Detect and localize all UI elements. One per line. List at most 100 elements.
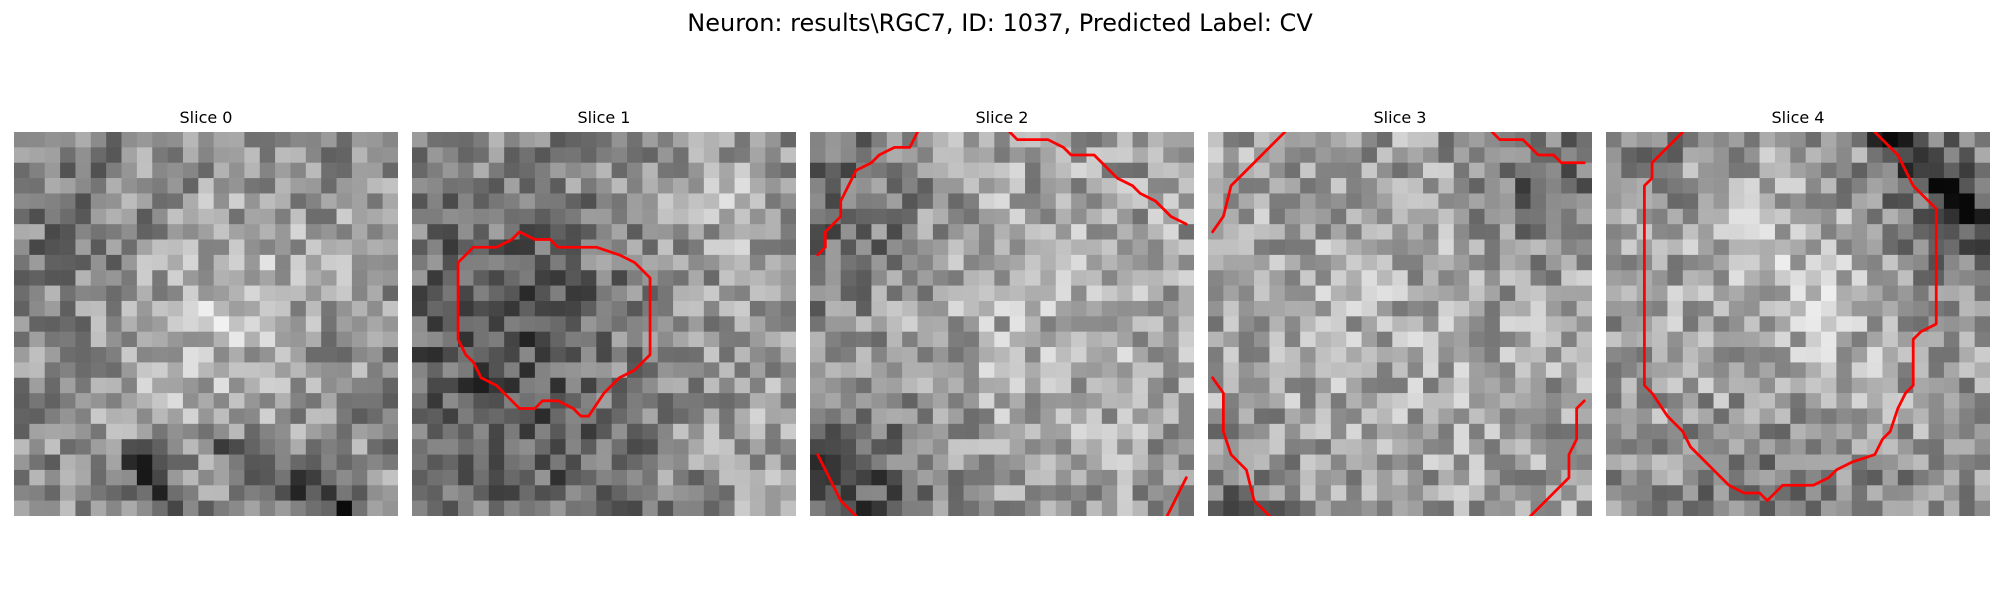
- pixel: [917, 193, 934, 210]
- pixel: [1254, 347, 1270, 363]
- pixel: [1055, 270, 1072, 286]
- pixel: [1805, 362, 1822, 379]
- pixel: [534, 347, 551, 363]
- pixel: [856, 239, 872, 256]
- pixel: [458, 393, 474, 409]
- pixel: [1178, 347, 1194, 363]
- pixel: [1821, 147, 1837, 164]
- pixel: [810, 300, 826, 317]
- pixel: [810, 178, 826, 194]
- pixel: [1484, 393, 1501, 409]
- pixel: [1913, 178, 1929, 194]
- pixel: [994, 300, 1010, 317]
- pixel: [427, 239, 444, 256]
- pixel: [1300, 347, 1316, 363]
- pixel: [1621, 423, 1638, 440]
- pixel: [1469, 132, 1485, 148]
- slice-image: [1606, 132, 1990, 516]
- pixel: [1009, 423, 1026, 440]
- pixel: [412, 362, 428, 379]
- pixel: [488, 423, 505, 440]
- pixel: [673, 285, 689, 302]
- pixel: [565, 362, 582, 379]
- pixel: [963, 270, 980, 286]
- pixel: [275, 270, 291, 286]
- pixel: [1499, 239, 1516, 256]
- pixel: [336, 239, 353, 256]
- pixel: [719, 485, 735, 501]
- pixel: [1469, 316, 1485, 332]
- pixel: [627, 439, 643, 455]
- pixel: [1392, 162, 1408, 179]
- pixel: [1469, 423, 1485, 440]
- pixel: [1254, 469, 1270, 486]
- pixel: [382, 254, 398, 271]
- pixel: [1101, 316, 1118, 332]
- pixel: [550, 439, 566, 455]
- pixel: [719, 300, 735, 317]
- pixel: [44, 408, 61, 425]
- pixel: [1606, 362, 1622, 379]
- pixel: [1790, 178, 1806, 194]
- pixel: [703, 347, 720, 363]
- pixel: [504, 270, 520, 286]
- pixel: [1300, 362, 1316, 379]
- pixel: [1117, 331, 1133, 348]
- pixel: [810, 439, 826, 455]
- pixel: [1469, 208, 1485, 225]
- pixel: [213, 485, 230, 501]
- pixel: [1851, 300, 1868, 317]
- pixel: [917, 454, 934, 471]
- pixel: [75, 347, 92, 363]
- pixel: [136, 316, 153, 332]
- pixel: [1469, 347, 1485, 363]
- pixel: [657, 362, 674, 379]
- pixel: [1040, 485, 1057, 501]
- pixel: [1897, 270, 1914, 286]
- pixel: [1897, 285, 1914, 302]
- pixel: [167, 408, 184, 425]
- pixel: [213, 147, 230, 164]
- pixel: [1530, 393, 1547, 409]
- pixel: [14, 178, 30, 194]
- pixel: [1836, 178, 1853, 194]
- pixel: [978, 178, 995, 194]
- pixel: [673, 270, 689, 286]
- pixel: [1698, 254, 1714, 271]
- pixel: [152, 485, 168, 501]
- pixel: [1438, 331, 1455, 348]
- pixel: [1178, 485, 1194, 501]
- pixel: [1943, 224, 1960, 240]
- pixel: [932, 469, 949, 486]
- pixel: [1576, 285, 1592, 302]
- pixel: [994, 147, 1010, 164]
- pixel: [1254, 331, 1270, 348]
- pixel: [1667, 285, 1684, 302]
- pixel: [596, 162, 612, 179]
- pixel: [810, 362, 826, 379]
- pixel: [1086, 178, 1103, 194]
- pixel: [336, 469, 353, 486]
- pixel: [657, 162, 674, 179]
- pixel: [825, 362, 842, 379]
- pixel: [734, 500, 751, 516]
- pixel: [1744, 300, 1760, 317]
- pixel: [917, 408, 934, 425]
- pixel: [382, 423, 398, 440]
- pixel: [1238, 254, 1255, 271]
- pixel: [504, 208, 520, 225]
- pixel: [1561, 377, 1577, 394]
- pixel: [321, 224, 337, 240]
- pixel: [290, 178, 307, 194]
- pixel: [978, 469, 995, 486]
- pixel: [1682, 316, 1699, 332]
- pixel: [1667, 439, 1684, 455]
- pixel: [1652, 331, 1668, 348]
- pixel: [1713, 454, 1730, 471]
- pixel: [1040, 193, 1057, 210]
- pixel: [1223, 377, 1240, 394]
- pixel: [810, 485, 826, 501]
- pixel: [948, 270, 964, 286]
- pixel: [765, 408, 781, 425]
- pixel: [1392, 147, 1408, 164]
